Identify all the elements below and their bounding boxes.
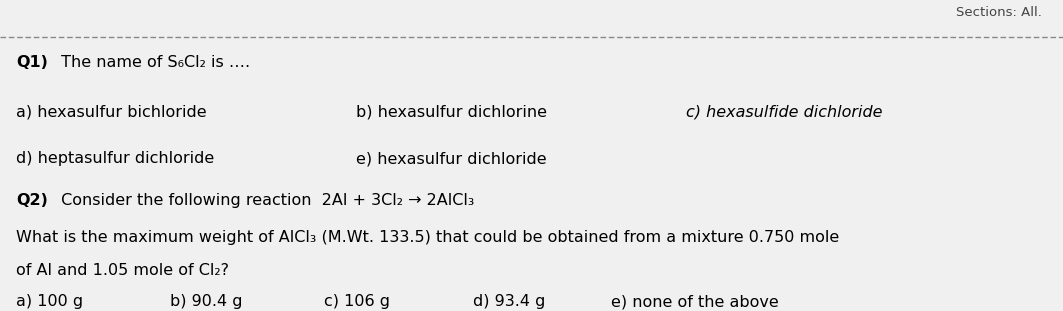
Text: e) hexasulfur dichloride: e) hexasulfur dichloride xyxy=(356,151,546,166)
Text: d) heptasulfur dichloride: d) heptasulfur dichloride xyxy=(16,151,215,166)
Text: Sections: All.: Sections: All. xyxy=(956,6,1042,19)
Text: d) 93.4 g: d) 93.4 g xyxy=(473,294,545,309)
Text: c) 106 g: c) 106 g xyxy=(324,294,390,309)
Text: of Al and 1.05 mole of Cl₂?: of Al and 1.05 mole of Cl₂? xyxy=(16,263,229,278)
Text: a) hexasulfur bichloride: a) hexasulfur bichloride xyxy=(16,104,206,119)
Text: Q2): Q2) xyxy=(16,193,48,208)
Text: What is the maximum weight of AlCl₃ (M.Wt. 133.5) that could be obtained from a : What is the maximum weight of AlCl₃ (M.W… xyxy=(16,230,839,245)
Text: b) 90.4 g: b) 90.4 g xyxy=(170,294,242,309)
Text: Q1): Q1) xyxy=(16,55,48,70)
Text: e) none of the above: e) none of the above xyxy=(611,294,779,309)
Text: c) hexasulfide dichloride: c) hexasulfide dichloride xyxy=(686,104,882,119)
Text: The name of S₆Cl₂ is ….: The name of S₆Cl₂ is …. xyxy=(56,55,251,70)
Text: Consider the following reaction  2Al + 3Cl₂ → 2AlCl₃: Consider the following reaction 2Al + 3C… xyxy=(56,193,475,208)
Text: b) hexasulfur dichlorine: b) hexasulfur dichlorine xyxy=(356,104,547,119)
Text: a) 100 g: a) 100 g xyxy=(16,294,83,309)
